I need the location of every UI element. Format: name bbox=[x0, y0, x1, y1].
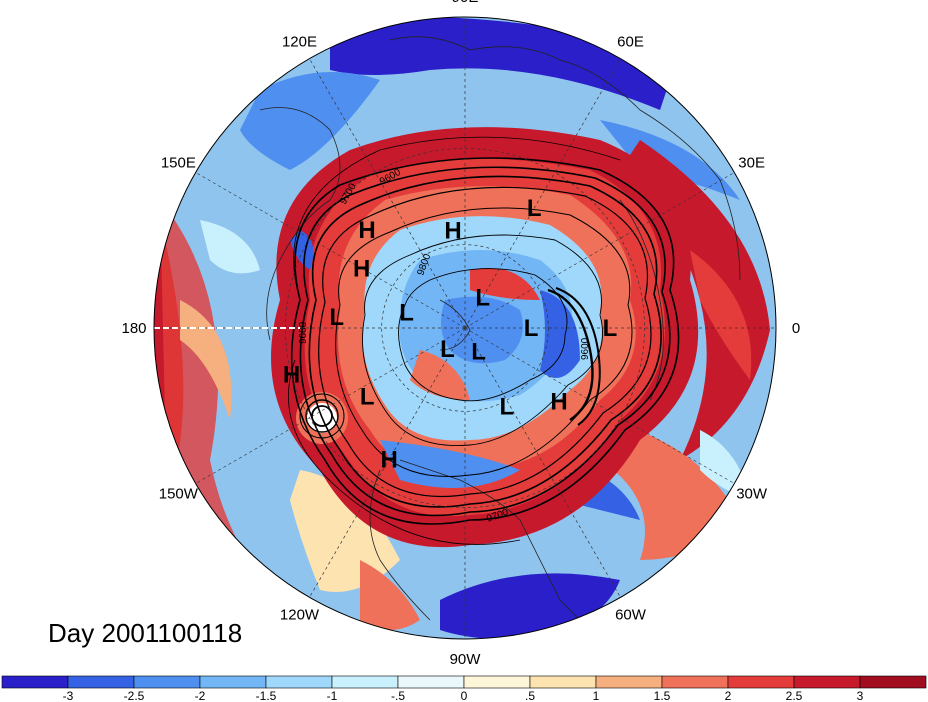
colorbar-swatch bbox=[595, 675, 663, 689]
meridian-line bbox=[195, 172, 466, 329]
colorbar-tick-label: 2.5 bbox=[786, 689, 803, 702]
low-pressure-marker: L bbox=[527, 195, 542, 222]
parallel-circle bbox=[381, 244, 549, 412]
colorbar-swatch bbox=[331, 675, 399, 689]
colorbar-tick-label: 3 bbox=[857, 689, 864, 702]
longitude-label: 60E bbox=[617, 33, 644, 50]
colorbar-tick-label: -.5 bbox=[391, 689, 405, 702]
longitude-label: 120W bbox=[280, 607, 320, 624]
low-pressure-marker: L bbox=[500, 394, 515, 421]
low-pressure-marker: L bbox=[360, 383, 375, 410]
low-pressure-marker: L bbox=[329, 304, 344, 331]
meridian-line bbox=[309, 327, 466, 598]
parallel-circle bbox=[285, 148, 645, 508]
meridian-line bbox=[309, 58, 466, 329]
colorbar-swatch bbox=[727, 675, 795, 689]
meridian-line bbox=[464, 327, 735, 484]
colorbar-swatch bbox=[133, 675, 201, 689]
contour-label: 9600 bbox=[298, 321, 309, 344]
high-pressure-marker: H bbox=[283, 361, 300, 388]
longitude-label: 90E bbox=[452, 0, 479, 6]
low-pressure-marker: L bbox=[524, 315, 539, 342]
longitude-label: 30W bbox=[736, 486, 768, 503]
high-pressure-marker: H bbox=[353, 255, 370, 282]
colorbar-tick-label: 1 bbox=[593, 689, 600, 702]
day-prefix: Day bbox=[48, 618, 95, 648]
coastlines bbox=[259, 36, 741, 639]
colorbar-swatch bbox=[793, 675, 861, 689]
colorbar-tick-label: -2 bbox=[195, 689, 206, 702]
colorbar-swatch bbox=[67, 675, 135, 689]
contour-label: 9600 bbox=[580, 337, 591, 360]
colorbar-tick-label: 1.5 bbox=[654, 689, 671, 702]
colorbar-tick-label: -1.5 bbox=[256, 689, 277, 702]
colorbar-swatch bbox=[661, 675, 729, 689]
colorbar-tick-label: -3 bbox=[63, 689, 74, 702]
graticule bbox=[154, 17, 776, 639]
longitude-label: 150W bbox=[159, 486, 199, 503]
meridian-line bbox=[195, 327, 466, 484]
longitude-label: 180 bbox=[121, 320, 146, 337]
colorbar-swatch bbox=[463, 675, 531, 689]
low-pressure-marker: L bbox=[471, 339, 486, 366]
colorbar-swatch bbox=[859, 675, 927, 689]
meridian-line bbox=[464, 172, 735, 329]
low-pressure-marker: L bbox=[440, 336, 455, 363]
colorbar-tick-label: -2.5 bbox=[124, 689, 145, 702]
longitude-label: 30E bbox=[738, 155, 765, 172]
colorbar-swatch bbox=[265, 675, 333, 689]
longitude-label: 120E bbox=[282, 33, 317, 50]
colorbar-tick-label: -1 bbox=[327, 689, 338, 702]
colorbar-swatch bbox=[397, 675, 465, 689]
colorbar-swatch bbox=[529, 675, 597, 689]
longitude-label: 150E bbox=[161, 155, 196, 172]
high-pressure-marker: H bbox=[550, 388, 567, 415]
colorbar: -3 -2.5 -2 -1.5 -1 -.5 0 .5 1 1.5 2 2.5 3 bbox=[1, 675, 927, 702]
colorbar-swatch bbox=[1, 675, 69, 689]
colorbar-tick-label: .5 bbox=[525, 689, 535, 702]
colorbar-tick-label: 0 bbox=[461, 689, 468, 702]
height-contours bbox=[288, 136, 680, 545]
meridian-line bbox=[464, 58, 621, 329]
day-value: 2001100118 bbox=[101, 618, 243, 648]
longitude-label: 0 bbox=[792, 320, 800, 337]
day-label: Day 2001100118 bbox=[48, 618, 242, 649]
colorbar-swatch bbox=[199, 675, 267, 689]
colorbar-tick-label: 2 bbox=[725, 689, 732, 702]
low-pressure-marker: L bbox=[475, 284, 490, 311]
map-border bbox=[153, 16, 777, 640]
meridian-line bbox=[464, 327, 621, 598]
high-pressure-marker: H bbox=[358, 217, 375, 244]
low-pressure-marker: L bbox=[603, 315, 618, 342]
high-pressure-marker: H bbox=[380, 446, 397, 473]
longitude-labels: 90E 60E 120E 30E 150E 0 180 30W 150W 60W 120W 90W bbox=[121, 0, 800, 668]
longitude-label: 60W bbox=[615, 607, 647, 624]
high-pressure-marker: H bbox=[444, 218, 461, 245]
low-pressure-marker: L bbox=[399, 299, 414, 326]
longitude-label: 90W bbox=[450, 651, 482, 668]
